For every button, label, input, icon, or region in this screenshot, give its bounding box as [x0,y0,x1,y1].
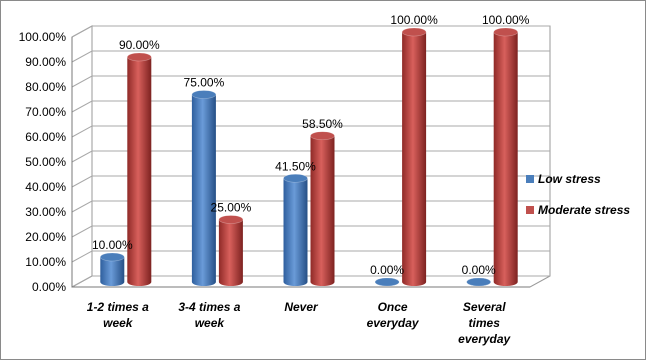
category-label: Never [284,300,319,314]
bar-low-stress [466,277,492,287]
bar-low-stress [191,90,217,286]
category-label-line: week [103,316,134,330]
y-tick-label: 70.00% [25,105,66,119]
data-label: 41.50% [275,159,316,173]
bars [100,27,519,287]
bar-body [100,257,125,286]
bar-top [374,277,400,287]
legend-label: Low stress [538,172,601,186]
gridline [71,200,550,213]
bar-top [493,27,519,37]
bar-top [127,52,152,62]
bar-top [283,173,308,183]
bar-moderate-stress [218,215,244,286]
bar-body [310,135,335,286]
data-label: 10.00% [92,238,133,252]
bar-moderate-stress [493,27,519,286]
category-label: Once everyday [367,300,420,330]
data-label: 25.00% [211,201,252,215]
gridline [71,250,550,263]
bar-body [218,219,243,286]
data-label: 90.00% [119,38,160,52]
bar-moderate-stress [401,27,427,286]
category-label-line: Never [284,300,319,314]
gridline [71,75,550,88]
data-label: 75.00% [184,76,225,90]
y-tick-label: 40.00% [25,180,66,194]
data-label: 0.00% [370,263,404,277]
bar-moderate-stress [127,52,152,286]
bar-body [402,32,427,286]
y-tick-label: 10.00% [25,255,66,269]
category-labels: 1-2 times a week 3-4 times a week Never Once e… [87,300,512,346]
bar-top [466,277,492,287]
category-label-line: everyday [367,316,420,330]
category-label-line: everyday [458,332,511,346]
category-label: 3-4 times a week [178,300,240,330]
category-label: Several times everyday [458,300,511,346]
bar-body [493,32,518,286]
data-label: 58.50% [302,117,343,131]
category-label-line: Several [463,300,506,314]
data-label: 100.00% [482,13,530,27]
bar-top [191,90,217,99]
gridline [71,100,550,113]
y-tick-label: 60.00% [25,130,66,144]
category-label-line: 1-2 times a [87,300,149,314]
category-label-line: times [469,316,501,330]
legend-swatch [526,175,534,183]
bar-low-stress [283,173,308,286]
bar-body [283,178,308,286]
bar-top [401,27,427,37]
y-tick-label: 0.00% [32,280,66,294]
bar-low-stress [100,252,125,286]
gridline [71,225,550,238]
bar-top [218,215,244,224]
y-tick-labels: 0.00% 10.00% 20.00% 30.00% 40.00% 50.00% 60.00… [19,30,67,294]
legend-label: Moderate stress [538,203,630,217]
y-tick-label: 100.00% [19,30,67,44]
gridline [71,275,550,288]
bar-top [100,252,125,262]
bar-top [310,131,335,141]
y-tick-label: 50.00% [25,155,66,169]
y-tick-label: 90.00% [25,55,66,69]
axes [71,37,530,288]
y-tick-label: 20.00% [25,230,66,244]
category-label-line: 3-4 times a [178,300,240,314]
y-tick-label: 80.00% [25,80,66,94]
data-label: 100.00% [390,13,438,27]
category-label-line: Once [378,300,408,314]
y-tick-label: 30.00% [25,205,66,219]
bar-low-stress [374,277,400,287]
legend-swatch [526,206,534,214]
gridline [71,125,550,138]
gridline [71,50,550,63]
gridline [71,150,550,163]
category-label: 1-2 times a week [87,300,149,330]
data-label: 0.00% [462,263,496,277]
category-label-line: week [195,316,226,330]
data-labels: 10.00% 90.00% 75.00% 25.00% 41.50% 58.50% 0.00… [92,13,530,277]
gridline [71,25,550,38]
gridline [71,175,550,188]
bar-body [191,94,216,286]
bar-moderate-stress [310,131,335,286]
legend: Low stress Moderate stress [526,172,630,217]
bar-body [127,57,152,286]
